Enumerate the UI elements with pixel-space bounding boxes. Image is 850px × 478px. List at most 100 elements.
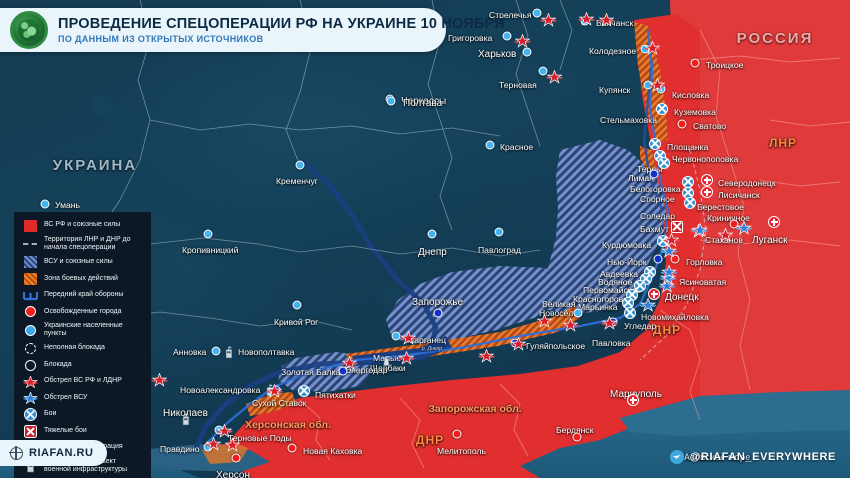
red-dot-icon bbox=[21, 306, 39, 318]
city-мелитополь-marker[interactable] bbox=[452, 429, 462, 439]
city-пятихатки-battle-marker[interactable] bbox=[298, 385, 310, 397]
city-сватово-label: Сватово bbox=[693, 121, 727, 131]
telegram-badge[interactable]: @RIAFAN_EVERYWHERE bbox=[669, 450, 836, 464]
city-куземовка-battle-marker[interactable] bbox=[656, 103, 668, 115]
city-умань-marker[interactable] bbox=[40, 199, 50, 209]
site-url: RIAFAN.RU bbox=[29, 447, 94, 459]
header-banner: ПРОВЕДЕНИЕ СПЕЦОПЕРАЦИИ РФ НА УКРАИНЕ 10… bbox=[0, 8, 504, 52]
city-ясиноватая-ua-strike-marker[interactable] bbox=[659, 271, 677, 285]
page-title: ПРОВЕДЕНИЕ СПЕЦОПЕРАЦИИ РФ НА УКРАИНЕ 10… bbox=[58, 16, 505, 32]
blue-x-circle-icon bbox=[21, 408, 39, 422]
city-горловка-marker[interactable] bbox=[670, 254, 680, 264]
city-запорожье-marker[interactable] bbox=[433, 308, 443, 318]
city-павлоград-marker[interactable] bbox=[494, 227, 504, 237]
strike-ua-marker[interactable] bbox=[658, 279, 676, 293]
city-лиман-label: Лиман bbox=[628, 173, 654, 183]
city-полтава-label: Полтава bbox=[403, 98, 443, 109]
city-терновая-marker[interactable] bbox=[538, 66, 548, 76]
city-николаев-destroyed-marker[interactable] bbox=[181, 413, 190, 426]
legend-item-partial-blockade: Неполная блокада bbox=[21, 342, 144, 355]
strike-ua-marker[interactable] bbox=[660, 265, 678, 279]
legend-item-battles: Бои bbox=[21, 408, 144, 422]
city-новос-лка-marker[interactable] bbox=[573, 308, 583, 318]
city-марганец-marker[interactable] bbox=[391, 331, 401, 341]
city-григоровка-label: Григоровка bbox=[448, 33, 493, 43]
city-сватово-marker[interactable] bbox=[677, 119, 687, 129]
city-красногоровка-label: Красногоровка bbox=[573, 294, 632, 304]
legend-item-combat-zone: Зона боевых действий bbox=[21, 272, 144, 285]
site-badge[interactable]: RIAFAN.RU bbox=[0, 440, 108, 466]
legend-label: Тяжелые бои bbox=[44, 426, 87, 434]
city-первомайское-battle-marker[interactable] bbox=[634, 280, 646, 292]
strike-ua-marker[interactable] bbox=[691, 223, 709, 237]
city-мелитополь-label: Мелитополь bbox=[437, 446, 486, 456]
city-лисичанск-humanitarian-marker[interactable] bbox=[701, 186, 713, 198]
legend-label: Обстрел ВС РФ и ЛДНР bbox=[44, 377, 122, 385]
city-северодонецк-humanitarian-marker[interactable] bbox=[701, 174, 713, 186]
city-терновые-поды-label: Терновые Поды bbox=[228, 433, 292, 443]
city-умань-label: Умань bbox=[55, 200, 80, 210]
telegram-icon bbox=[669, 450, 684, 464]
city-курдюмовка-label: Курдюмовка bbox=[602, 240, 652, 250]
city-бахмут-heavy-battle-marker[interactable] bbox=[671, 221, 683, 233]
front-line-icon bbox=[21, 290, 39, 301]
red-square-icon bbox=[21, 219, 39, 232]
city-новая-каховка-marker[interactable] bbox=[287, 443, 297, 453]
city-кривой-рог-marker[interactable] bbox=[292, 300, 302, 310]
city-золотая-балка-marker[interactable] bbox=[338, 366, 348, 376]
city-колодезное-label: Колодезное bbox=[589, 46, 637, 56]
region-label-днр: ДНР bbox=[652, 323, 682, 337]
city-кропивницкий-marker[interactable] bbox=[203, 229, 213, 239]
city-сухой-ставок-label: Сухой Ставок bbox=[252, 398, 307, 408]
city-новоалександровка-label: Новоалександровка bbox=[180, 385, 261, 395]
city-щербаки-label: Щербаки bbox=[370, 363, 406, 373]
oblast-borders-red bbox=[299, 29, 850, 469]
legend-item-heavy-battles: Тяжелые бои bbox=[21, 424, 144, 438]
city-мариуполь-humanitarian-marker[interactable] bbox=[627, 394, 639, 406]
city-новополтавка-destroyed-marker[interactable] bbox=[224, 346, 233, 359]
city-червонопоповка-label: Червонопоповка bbox=[672, 154, 739, 164]
city-берестовое-battle-marker[interactable] bbox=[684, 197, 696, 209]
strike-ua-marker[interactable] bbox=[639, 298, 657, 312]
city-бердянск-marker[interactable] bbox=[572, 432, 582, 442]
city-харьков-marker[interactable] bbox=[522, 47, 532, 57]
city-григоровка-marker[interactable] bbox=[502, 31, 512, 41]
city-анновка-marker[interactable] bbox=[211, 346, 221, 356]
city-запорожье-label: Запорожье bbox=[412, 297, 464, 308]
legend-item-strike-rf: Обстрел ВС РФ и ЛДНР bbox=[21, 375, 144, 388]
city-красное-marker[interactable] bbox=[485, 140, 495, 150]
strike-ua-marker[interactable] bbox=[660, 244, 678, 258]
combat-zone-kherson bbox=[246, 392, 296, 416]
city-нью-йорк-marker[interactable] bbox=[653, 254, 663, 264]
city-стрелечья-label: Стрелечья bbox=[489, 10, 532, 20]
city-площанка-label: Площанка bbox=[667, 142, 709, 152]
city-волчанск-label: Волчанск bbox=[596, 18, 634, 28]
city-донецк-humanitarian-marker[interactable] bbox=[648, 288, 660, 300]
city-пятихатки-label: Пятихатки bbox=[315, 390, 356, 400]
city-терны-battle-marker[interactable] bbox=[658, 157, 670, 169]
city-полтава-marker[interactable] bbox=[386, 96, 396, 106]
city-днепр-marker[interactable] bbox=[427, 229, 437, 239]
legend-label: Блокада bbox=[44, 360, 72, 368]
city-новомихайловка-battle-marker[interactable] bbox=[624, 307, 636, 319]
city-херсон-marker[interactable] bbox=[231, 453, 241, 463]
city-купянск-marker[interactable] bbox=[643, 80, 653, 90]
city-троицкое-marker[interactable] bbox=[690, 58, 700, 68]
strike-ua-marker[interactable] bbox=[735, 221, 753, 235]
blue-dot-icon bbox=[21, 324, 39, 336]
city-соледар-label: Соледар bbox=[640, 211, 675, 221]
city-кременчуг-label: Кременчуг bbox=[276, 176, 318, 186]
red-star-strike-icon bbox=[21, 375, 39, 388]
city-терновая-label: Терновая bbox=[499, 80, 537, 90]
region-label-россия: РОССИЯ bbox=[736, 30, 814, 47]
legend-label: Передний край обороны bbox=[44, 291, 124, 299]
city-стаханов-marker[interactable] bbox=[729, 219, 739, 229]
city-стрелечья-marker[interactable] bbox=[532, 8, 542, 18]
city-луганск-humanitarian-marker[interactable] bbox=[768, 216, 780, 228]
city-лиман-marker[interactable] bbox=[649, 169, 659, 179]
city-кременчуг-marker[interactable] bbox=[295, 160, 305, 170]
city-энергодар-nuclear-plant-marker[interactable] bbox=[380, 354, 390, 366]
orange-hatch-square-icon bbox=[21, 272, 39, 285]
city-площанка-battle-marker[interactable] bbox=[649, 138, 661, 150]
city-новос-лка-label: Новосёлка bbox=[539, 308, 583, 318]
